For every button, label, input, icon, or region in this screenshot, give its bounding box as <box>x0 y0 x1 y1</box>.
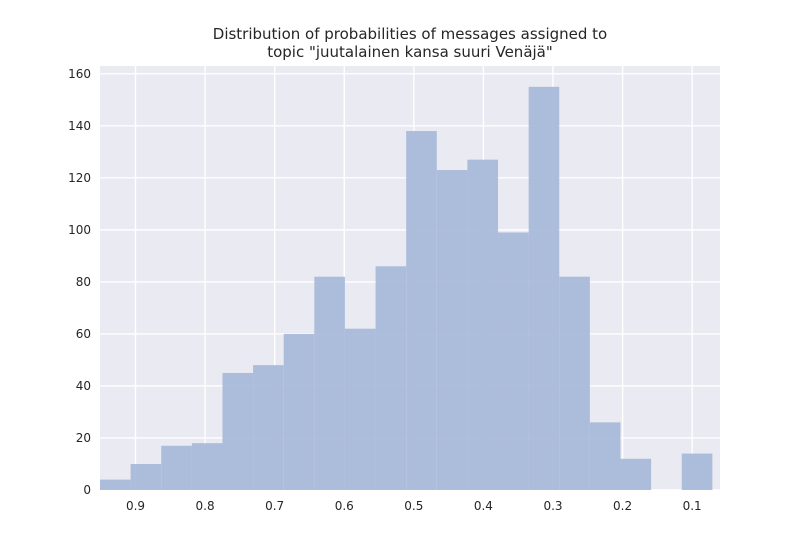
histogram-bar <box>100 479 131 490</box>
histogram-bar <box>406 131 437 490</box>
x-tick-label: 0.8 <box>196 499 215 513</box>
histogram-bar <box>222 372 254 490</box>
y-tick-label: 40 <box>76 379 91 393</box>
y-tick-label: 20 <box>76 431 91 445</box>
x-tick-label: 0.7 <box>265 499 284 513</box>
chart-title-line-1: Distribution of probabilities of message… <box>212 25 608 43</box>
x-tick-label: 0.2 <box>613 499 632 513</box>
histogram-bar <box>498 232 529 491</box>
histogram-bars <box>100 86 713 491</box>
y-tick-label: 80 <box>76 275 91 289</box>
histogram-bar <box>436 170 468 490</box>
histogram-bar <box>681 453 713 490</box>
y-tick-label: 60 <box>76 327 91 341</box>
histogram-bar <box>130 463 162 490</box>
x-tick-label: 0.1 <box>683 499 702 513</box>
chart-title-line-2: topic "juutalainen kansa suuri Venäjä" <box>267 43 553 61</box>
x-tick-label: 0.3 <box>543 499 562 513</box>
histogram-bar <box>467 159 499 490</box>
x-axis-ticks: 0.9 0.8 0.7 0.6 0.5 0.4 0.3 0.2 0.1 <box>126 499 702 513</box>
histogram-bar <box>314 276 345 490</box>
histogram-bar <box>528 86 560 490</box>
histogram-bar <box>283 333 315 490</box>
histogram-bar <box>559 276 590 490</box>
histogram-bar <box>253 365 284 490</box>
histogram-bar <box>375 266 407 490</box>
histogram-bar <box>161 445 192 490</box>
y-tick-label: 160 <box>68 67 91 81</box>
histogram-bar <box>344 328 376 490</box>
y-axis-ticks: 0 20 40 60 80 100 120 140 160 <box>68 67 91 497</box>
histogram-bar <box>191 443 223 490</box>
y-tick-label: 0 <box>83 483 91 497</box>
y-tick-label: 140 <box>68 119 91 133</box>
x-tick-label: 0.4 <box>474 499 493 513</box>
y-tick-label: 120 <box>68 171 91 185</box>
histogram-bar <box>620 458 652 490</box>
y-tick-label: 100 <box>68 223 91 237</box>
x-tick-label: 0.5 <box>404 499 423 513</box>
x-tick-label: 0.6 <box>335 499 354 513</box>
x-tick-label: 0.9 <box>126 499 145 513</box>
histogram-bar <box>589 422 621 490</box>
